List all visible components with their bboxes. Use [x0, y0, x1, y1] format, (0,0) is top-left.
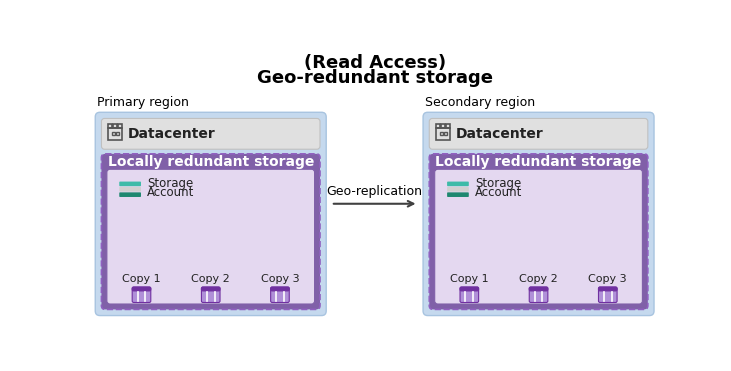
FancyBboxPatch shape: [132, 287, 151, 302]
FancyBboxPatch shape: [270, 287, 289, 291]
Bar: [440, 132, 442, 135]
FancyBboxPatch shape: [460, 287, 479, 302]
FancyBboxPatch shape: [132, 287, 151, 291]
Text: Copy 3: Copy 3: [588, 275, 627, 284]
Bar: [442, 124, 445, 128]
FancyBboxPatch shape: [429, 118, 648, 149]
Bar: [108, 128, 122, 140]
Bar: [108, 124, 113, 128]
FancyBboxPatch shape: [95, 112, 326, 316]
FancyBboxPatch shape: [529, 287, 548, 302]
Text: Copy 2: Copy 2: [519, 275, 558, 284]
Bar: [113, 124, 118, 128]
Text: Secondary region: Secondary region: [425, 96, 535, 109]
Bar: [444, 132, 447, 135]
Text: Geo-replication: Geo-replication: [327, 185, 423, 198]
FancyBboxPatch shape: [460, 287, 479, 291]
Bar: [447, 124, 450, 128]
Text: Locally redundant storage: Locally redundant storage: [436, 155, 642, 169]
Text: Copy 3: Copy 3: [261, 275, 299, 284]
FancyBboxPatch shape: [202, 287, 220, 291]
Bar: [436, 124, 440, 128]
FancyBboxPatch shape: [202, 287, 220, 302]
FancyBboxPatch shape: [599, 287, 617, 291]
Text: Account: Account: [475, 186, 523, 199]
FancyBboxPatch shape: [119, 187, 141, 191]
Text: Locally redundant storage: Locally redundant storage: [107, 155, 314, 169]
Text: Copy 2: Copy 2: [192, 275, 230, 284]
FancyBboxPatch shape: [119, 192, 141, 197]
FancyBboxPatch shape: [447, 192, 469, 197]
Text: Primary region: Primary region: [96, 96, 189, 109]
Text: Datacenter: Datacenter: [455, 127, 543, 141]
FancyBboxPatch shape: [102, 118, 320, 149]
FancyBboxPatch shape: [107, 169, 314, 304]
FancyBboxPatch shape: [423, 112, 654, 316]
FancyBboxPatch shape: [270, 287, 289, 302]
FancyBboxPatch shape: [599, 287, 617, 302]
Text: Geo-redundant storage: Geo-redundant storage: [257, 69, 493, 87]
Bar: [118, 124, 122, 128]
FancyBboxPatch shape: [119, 181, 141, 186]
Bar: [116, 132, 119, 135]
Text: Copy 1: Copy 1: [122, 275, 161, 284]
FancyBboxPatch shape: [447, 187, 469, 191]
Text: (Read Access): (Read Access): [303, 54, 446, 72]
FancyBboxPatch shape: [429, 154, 648, 309]
Text: Copy 1: Copy 1: [450, 275, 488, 284]
FancyBboxPatch shape: [529, 287, 548, 291]
Text: Datacenter: Datacenter: [128, 127, 216, 141]
FancyBboxPatch shape: [435, 169, 643, 304]
FancyBboxPatch shape: [102, 154, 320, 309]
FancyBboxPatch shape: [447, 181, 469, 186]
Bar: [436, 128, 450, 140]
Text: Storage: Storage: [475, 177, 521, 190]
Bar: [112, 132, 115, 135]
Text: Storage: Storage: [147, 177, 194, 190]
Text: Account: Account: [147, 186, 194, 199]
